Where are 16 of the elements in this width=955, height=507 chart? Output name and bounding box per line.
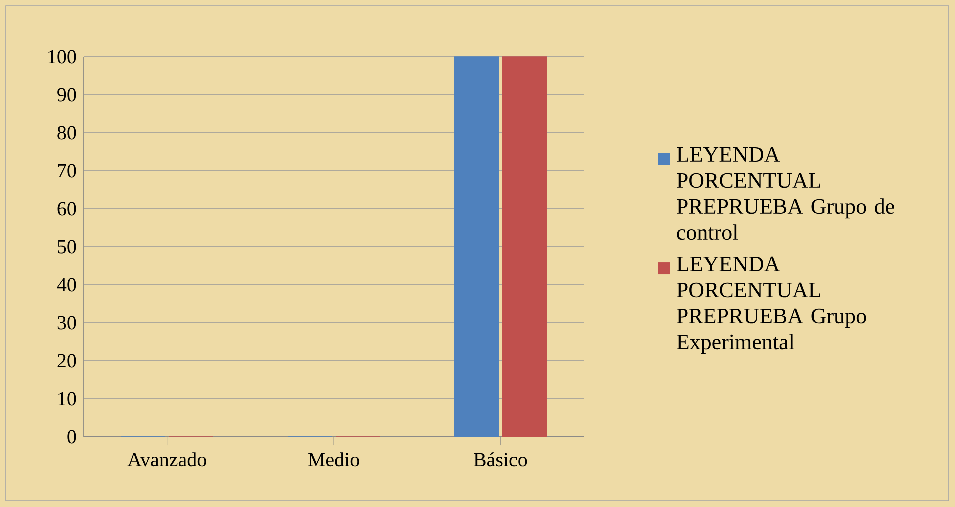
y-tick-label: 70 [58,164,76,178]
legend-label: LEYENDA PORCENTUAL PREPRUEBA Grupo Experimental [677,256,866,354]
y-tick-label: 20 [58,354,76,368]
y-tick-label: 50 [58,240,76,254]
y-tick-label: 60 [58,202,76,216]
x-tick-label: Medio [308,452,360,467]
y-tick-label: 80 [58,126,76,140]
x-tick-label: Avanzado [128,452,206,467]
y-tick-label: 90 [58,88,76,102]
y-tick-label: 40 [57,278,76,292]
x-tick-label: Básico [474,452,528,467]
y-tick-label: 30 [58,316,76,330]
y-tick-label: 100 [48,50,76,64]
y-tick-label: 0 [68,430,76,444]
legend-label: LEYENDA PORCENTUAL PREPRUEBA Grupo de control [677,147,894,240]
y-tick-label: 10 [58,392,76,406]
